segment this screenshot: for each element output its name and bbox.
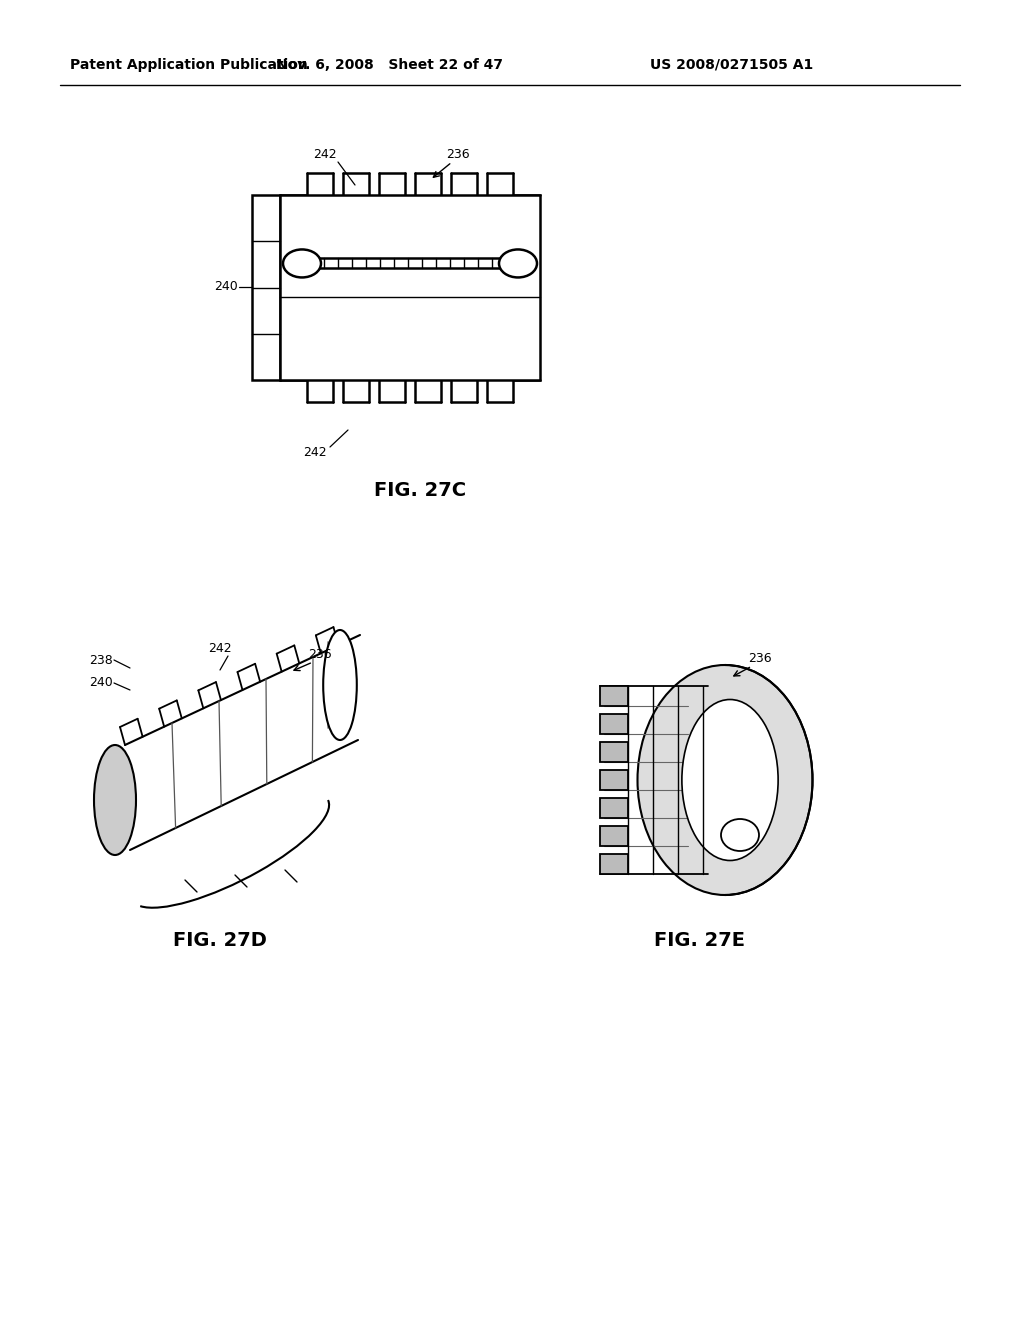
Bar [599, 770, 628, 789]
Ellipse shape [94, 744, 136, 855]
Text: 236: 236 [446, 149, 470, 161]
Ellipse shape [499, 249, 537, 277]
Text: 236: 236 [749, 652, 772, 664]
Text: Patent Application Publication: Patent Application Publication [70, 58, 308, 73]
Text: 242: 242 [208, 642, 231, 655]
Bar [599, 742, 628, 762]
Text: 240: 240 [89, 676, 113, 689]
Text: US 2008/0271505 A1: US 2008/0271505 A1 [650, 58, 813, 73]
Text: 242: 242 [303, 446, 327, 459]
Text: Nov. 6, 2008   Sheet 22 of 47: Nov. 6, 2008 Sheet 22 of 47 [276, 58, 504, 73]
Text: 236: 236 [308, 648, 332, 661]
Ellipse shape [283, 249, 321, 277]
Ellipse shape [324, 630, 356, 741]
Text: FIG. 27C: FIG. 27C [374, 480, 466, 499]
Bar [599, 826, 628, 846]
Text: FIG. 27E: FIG. 27E [654, 931, 745, 949]
Text: 238: 238 [89, 653, 113, 667]
Ellipse shape [682, 700, 778, 861]
Bar [252, 195, 280, 380]
Text: 240: 240 [214, 281, 238, 293]
Ellipse shape [638, 665, 812, 895]
Bar [599, 714, 628, 734]
Text: FIG. 27D: FIG. 27D [173, 931, 267, 949]
Bar [599, 854, 628, 874]
Ellipse shape [721, 818, 759, 851]
Bar [599, 686, 628, 706]
Text: 242: 242 [313, 149, 337, 161]
Bar [280, 195, 540, 380]
Bar [599, 799, 628, 818]
